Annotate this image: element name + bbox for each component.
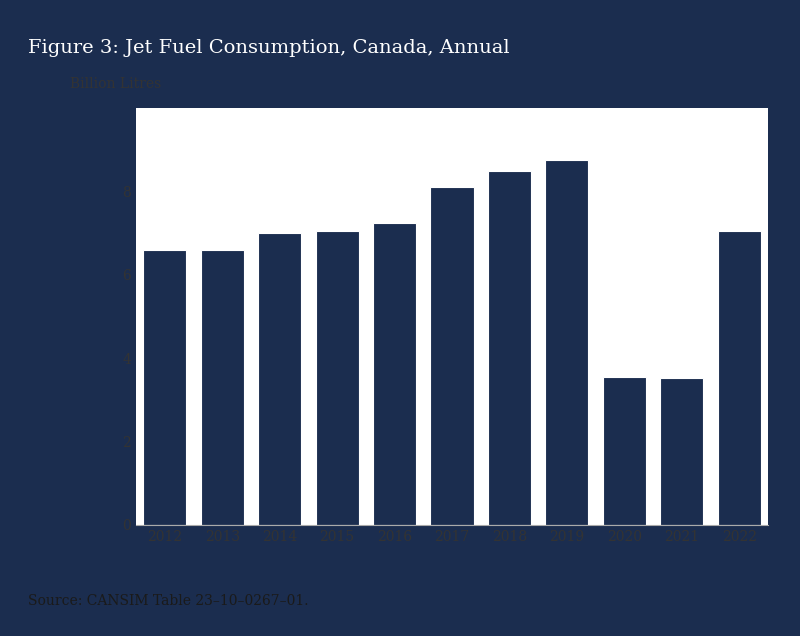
Bar (315, 231, 358, 525)
Bar (660, 378, 703, 525)
Bar (488, 170, 531, 525)
Text: Billion Litres: Billion Litres (70, 78, 161, 92)
Bar (373, 223, 416, 525)
Bar (718, 231, 761, 525)
Bar (430, 187, 474, 525)
Text: Source: CANSIM Table 23–10–0267–01.: Source: CANSIM Table 23–10–0267–01. (28, 594, 309, 608)
Bar (603, 377, 646, 525)
Text: Figure 3: Jet Fuel Consumption, Canada, Annual: Figure 3: Jet Fuel Consumption, Canada, … (28, 39, 510, 57)
Bar (201, 250, 244, 525)
Bar (143, 250, 186, 525)
Bar (258, 233, 301, 525)
Bar (546, 160, 589, 525)
